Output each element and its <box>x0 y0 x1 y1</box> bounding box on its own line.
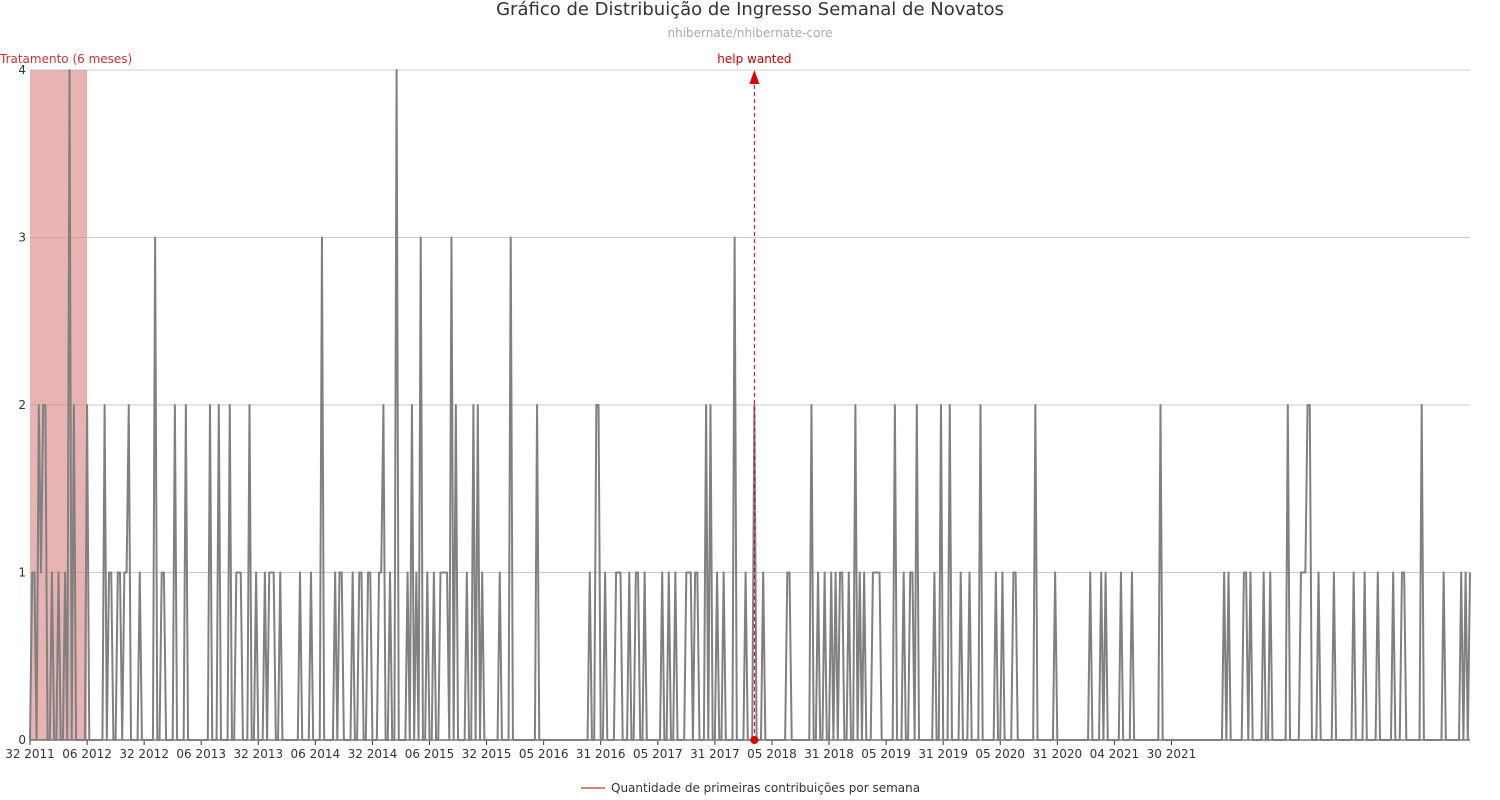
x-tick-label: 31 2017 <box>690 747 740 761</box>
series-line <box>29 69 1471 741</box>
x-tick-label: 06 2014 <box>291 747 341 761</box>
legend-label: Quantidade de primeiras contribuições po… <box>611 781 920 795</box>
x-tick-label: 04 2021 <box>1090 747 1140 761</box>
x-tick-label: 06 2012 <box>62 747 112 761</box>
y-tick-label: 0 <box>18 733 26 747</box>
y-tick-label: 4 <box>18 63 26 77</box>
y-tick-label: 3 <box>18 231 26 245</box>
y-tick-label: 2 <box>18 398 26 412</box>
x-tick-label: 31 2016 <box>576 747 626 761</box>
x-tick-label: 31 2020 <box>1033 747 1083 761</box>
help-wanted-arrow <box>749 70 760 84</box>
x-tick-label: 06 2013 <box>176 747 226 761</box>
x-tick-label: 05 2016 <box>519 747 569 761</box>
x-tick-label: 32 2014 <box>348 747 398 761</box>
legend[interactable]: Quantidade de primeiras contribuições po… <box>581 781 920 795</box>
y-tick-label: 1 <box>18 566 26 580</box>
x-tick-label: 31 2018 <box>804 747 854 761</box>
x-tick-label: 05 2018 <box>747 747 797 761</box>
help-wanted-point[interactable] <box>750 736 759 744</box>
chart-title: Gráfico de Distribuição de Ingresso Sema… <box>496 0 1004 20</box>
x-tick-label: 32 2012 <box>119 747 169 761</box>
x-tick-label: 06 2015 <box>405 747 455 761</box>
x-tick-label: 05 2019 <box>861 747 911 761</box>
treatment-label: Tratamento (6 meses) <box>0 52 132 66</box>
x-tick-label: 32 2015 <box>462 747 512 761</box>
x-tick-label: 31 2019 <box>918 747 968 761</box>
x-tick-label: 05 2020 <box>975 747 1025 761</box>
x-tick-label: 32 2013 <box>233 747 283 761</box>
help-wanted-label: help wanted <box>717 52 791 66</box>
chart-subtitle: nhibernate/nhibernate-core <box>668 26 833 40</box>
x-tick-label: 05 2017 <box>633 747 683 761</box>
x-tick-label: 30 2021 <box>1147 747 1197 761</box>
x-tick-label: 32 2011 <box>5 747 55 761</box>
